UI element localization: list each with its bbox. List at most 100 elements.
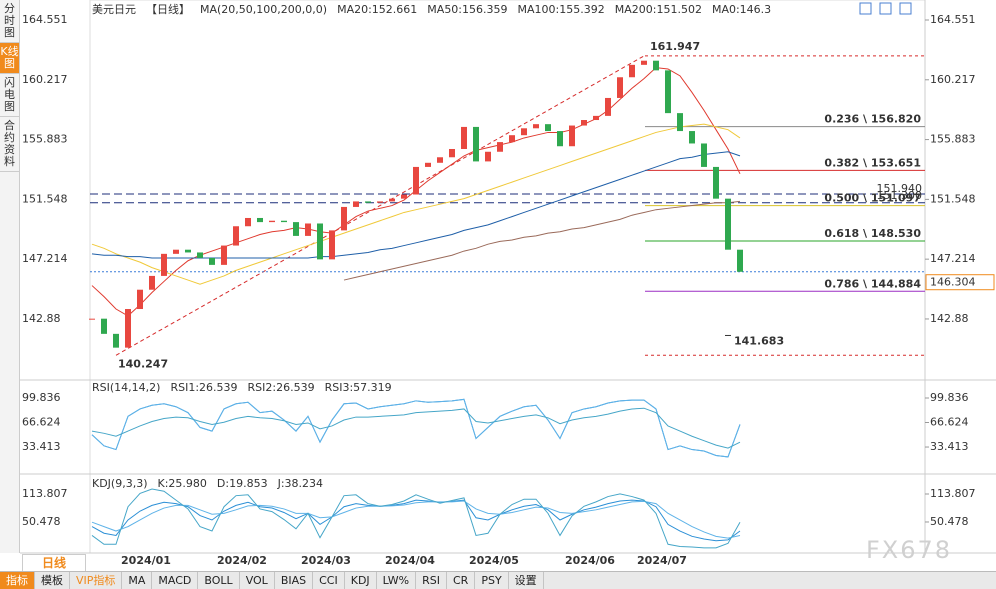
candle [257,217,263,223]
fib-label: 0.500 \ 151.097 [824,192,921,205]
y-tick-label: 164.551 [930,13,976,26]
low-label: 140.247 [118,357,168,370]
legend-entry: MA100:155.392 [518,3,605,16]
candle [461,126,467,149]
candle [101,318,107,334]
legend-entry: RSI1:26.539 [170,381,237,394]
y-tick-label: 151.548 [22,192,68,205]
candle [269,220,275,223]
candle [185,249,191,253]
legend-entry: K:25.980 [158,477,207,490]
series-line [91,407,741,449]
sidebar-tab[interactable]: 闪电图 [0,74,19,117]
candle [113,333,119,348]
toolbar-button[interactable]: BOLL [198,572,240,589]
price-tag-label: 146.304 [930,276,976,289]
candle [149,275,155,290]
control[interactable] [899,2,912,15]
toolbar-button[interactable]: VIP指标 [70,572,123,589]
candle [653,60,659,71]
series-line [91,488,741,549]
candle [569,125,575,147]
y-tick-label: 151.548 [930,192,976,205]
toolbar-button[interactable]: RSI [416,572,447,589]
sidebar-tab[interactable]: 分时图 [0,0,19,43]
y-tick-label: 66.624 [22,416,61,429]
candle [521,128,527,136]
y-tick-label: 33.413 [930,440,969,453]
y-tick-label: 164.551 [22,13,68,26]
toolbar-button[interactable]: KDJ [345,572,377,589]
low-label: 141.683 [734,334,784,347]
y-tick-label: 66.624 [930,416,969,429]
y-tick-label: 99.836 [930,391,969,404]
series-line [91,398,741,458]
candle [305,223,311,236]
y-tick-label: 160.217 [22,73,68,86]
candle [533,124,539,129]
y-tick-label: 33.413 [22,440,61,453]
toolbar-button[interactable]: 模板 [35,572,70,589]
candle [365,201,371,203]
x-tick-label: 2024/04 [385,554,435,567]
x-tick-label: 2024/07 [637,554,687,567]
candle [341,206,347,231]
candle [449,148,455,158]
candle [581,120,587,126]
y-tick-label: 142.88 [930,312,969,325]
window-controls[interactable] [859,2,912,15]
sidebar-tab[interactable]: 合约资料 [0,117,19,172]
legend-entry: KDJ(9,3,3) [92,477,148,490]
toolbar-button[interactable]: 指标 [0,572,35,589]
toolbar-button[interactable]: LW% [377,572,417,589]
y-tick-label: 113.807 [930,487,976,500]
toolbar-button[interactable]: MACD [152,572,199,589]
candle [209,257,215,265]
series-line [91,500,741,539]
y-tick-label: 113.807 [22,487,68,500]
y-tick-label: 142.88 [22,312,61,325]
candle [293,222,299,236]
period-tab[interactable]: 日线 [22,554,86,572]
candle [353,201,359,207]
series-line [91,123,741,285]
candle [281,220,287,223]
candle [557,131,563,147]
chart: 164.551 164.551 160.217 160.217 155.883 155.8… [20,0,996,567]
trend-line [115,55,645,356]
candle [233,226,239,246]
x-tick-label: 2024/05 [469,554,519,567]
candle [389,198,395,202]
candle [689,131,695,144]
candle [401,194,407,199]
candle [413,166,419,195]
legend-entry: MA200:151.502 [615,3,702,16]
candle [473,126,479,162]
fib-label: 0.382 \ 153.651 [824,156,921,169]
sidebar: 分时图 K线图 闪电图 合约资料 [0,0,20,553]
fib-label: 0.236 \ 156.820 [824,113,921,126]
candle [629,64,635,78]
toolbar-button[interactable]: CCI [313,572,345,589]
candle [89,318,95,320]
toolbar-button[interactable]: 设置 [509,572,544,589]
series-line [91,499,741,542]
candle [617,77,623,98]
candle [485,151,491,162]
toolbar-button[interactable]: MA [122,572,153,589]
toolbar-button[interactable]: PSY [475,572,509,589]
toolbar-button[interactable]: CR [447,572,476,589]
legend-entry: D:19.853 [217,477,268,490]
x-tick-label: 2024/06 [565,554,615,567]
y-tick-label: 147.214 [930,252,976,265]
y-tick-label: 155.883 [22,133,68,146]
sidebar-tab[interactable]: K线图 [0,43,19,74]
toolbar-button[interactable]: VOL [240,572,275,589]
control[interactable] [859,2,872,15]
candle [545,124,551,132]
candle [329,230,335,260]
control[interactable] [879,2,892,15]
toolbar-button[interactable]: BIAS [275,572,314,589]
candle [161,253,167,276]
